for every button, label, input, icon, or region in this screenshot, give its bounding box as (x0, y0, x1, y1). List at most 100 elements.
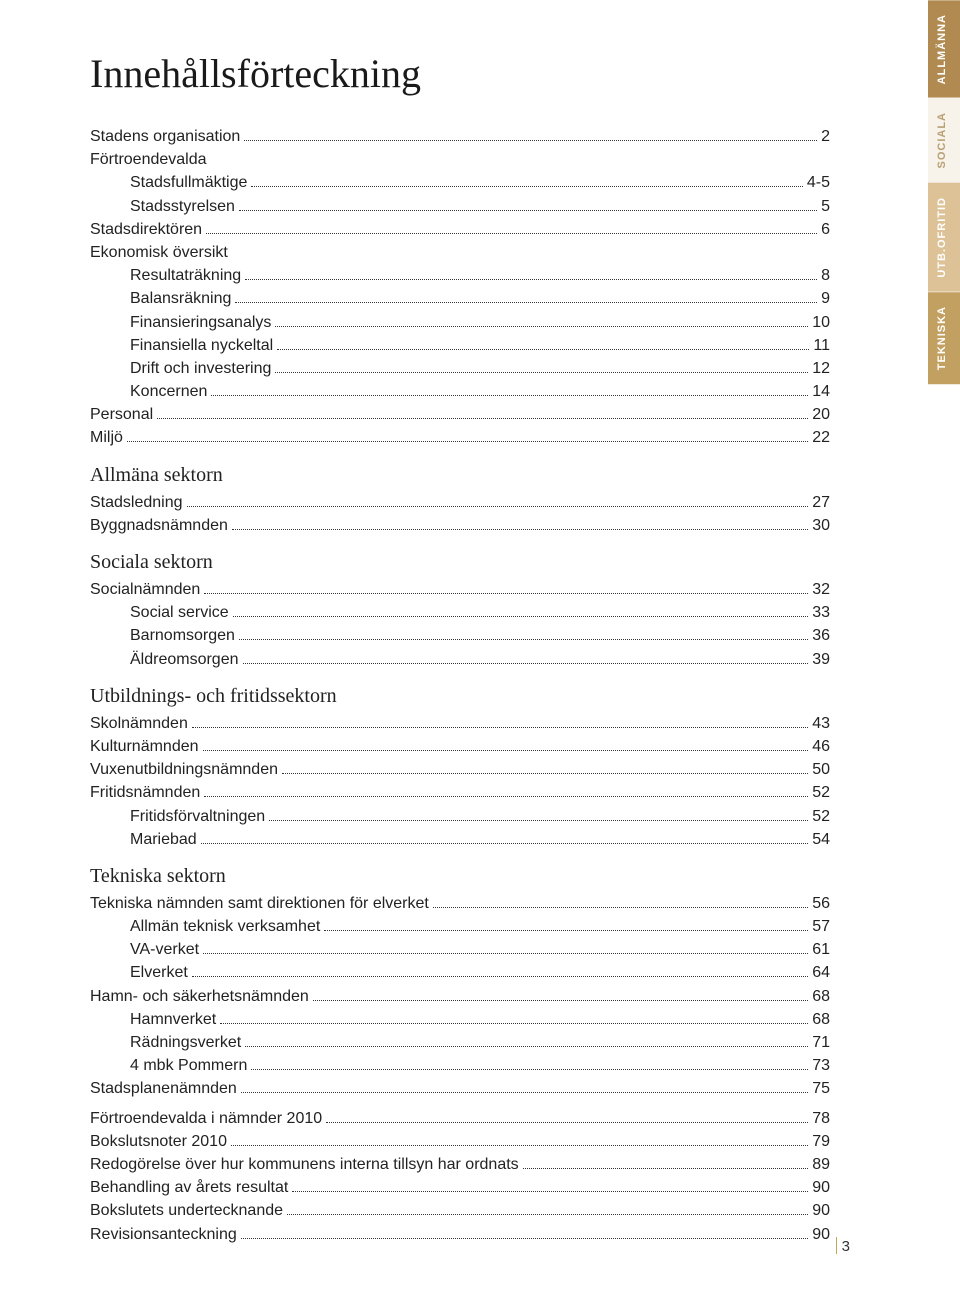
toc-entry-label: Vuxenutbildningsnämnden (90, 758, 278, 781)
toc-entry[interactable]: Personal20 (90, 403, 830, 426)
toc-entry[interactable]: Stadsplanenämnden 75 (90, 1077, 830, 1100)
toc-dot-leader (211, 395, 808, 396)
toc-dot-leader (201, 843, 809, 844)
toc-dot-leader (292, 1191, 808, 1192)
toc-dot-leader (192, 976, 808, 977)
toc-entry-page: 57 (812, 915, 830, 938)
toc-entry[interactable]: Förtroendevalda i nämnder 201078 (90, 1107, 830, 1130)
toc-dot-leader (251, 1069, 808, 1070)
side-tab[interactable]: SOCIALA (928, 98, 960, 183)
toc-entry[interactable]: Vuxenutbildningsnämnden50 (90, 758, 830, 781)
toc-entry-label: Stadsplanenämnden (90, 1077, 237, 1100)
toc-entry[interactable]: Barnomsorgen36 (90, 624, 830, 647)
toc-entry-page: 5 (821, 195, 830, 218)
toc-entry[interactable]: Kulturnämnden 46 (90, 735, 830, 758)
toc-dot-leader (203, 953, 808, 954)
toc-entry[interactable]: Mariebad54 (90, 828, 830, 851)
page-title: Innehållsförteckning (90, 50, 830, 97)
toc-entry[interactable]: Social service 33 (90, 601, 830, 624)
toc-dot-leader (241, 1238, 808, 1239)
toc-entry[interactable]: Resultaträkning 8 (90, 264, 830, 287)
toc-entry[interactable]: Fritidsnämnden52 (90, 781, 830, 804)
toc-entry-label: Koncernen (130, 380, 207, 403)
toc-entry-page: 33 (812, 601, 830, 624)
toc-entry[interactable]: Finansieringsanalys10 (90, 311, 830, 334)
toc-entry[interactable]: Ekonomisk översikt (90, 241, 830, 264)
toc-entry-label: Social service (130, 601, 229, 624)
toc-entry[interactable]: Skolnämnden43 (90, 712, 830, 735)
toc-entry[interactable]: Byggnadsnämnden30 (90, 514, 830, 537)
toc-entry-label: Miljö (90, 426, 123, 449)
toc-entry-page: 75 (812, 1077, 830, 1100)
toc-entry-label: Äldreomsorgen (130, 648, 239, 671)
toc-entry-label: Fritidsförvaltningen (130, 805, 265, 828)
toc-entry[interactable]: Stadsledning27 (90, 491, 830, 514)
side-tab[interactable]: UTB.OFRITID (928, 183, 960, 292)
toc-entry[interactable]: Drift och investering12 (90, 357, 830, 380)
toc-entry[interactable]: Elverket64 (90, 961, 830, 984)
toc-entry-page: 52 (812, 805, 830, 828)
toc-entry-page: 8 (821, 264, 830, 287)
toc-entry-label: Redogörelse över hur kommunens interna t… (90, 1153, 519, 1176)
toc-entry-page: 32 (812, 578, 830, 601)
toc-entry[interactable]: VA-verket61 (90, 938, 830, 961)
toc-entry[interactable]: 4 mbk Pommern73 (90, 1054, 830, 1077)
toc-entry[interactable]: Rädningsverket71 (90, 1031, 830, 1054)
toc-dot-leader (313, 1000, 808, 1001)
toc-section-heading: Utbildnings- och fritidssektorn (90, 685, 830, 708)
toc-entry[interactable]: Miljö22 (90, 426, 830, 449)
page-number: 3 (836, 1237, 850, 1255)
toc-entry-label: Stadsfullmäktige (130, 171, 247, 194)
toc-dot-leader (204, 593, 808, 594)
toc-entry-page: 68 (812, 1008, 830, 1031)
toc-entry[interactable]: Tekniska nämnden samt direktionen för el… (90, 892, 830, 915)
toc-entry[interactable]: Bokslutsnoter 201079 (90, 1130, 830, 1153)
toc-entry[interactable]: Hamnverket68 (90, 1008, 830, 1031)
toc-entry-label: Stadsledning (90, 491, 183, 514)
toc-section-heading: Sociala sektorn (90, 551, 830, 574)
toc-entry[interactable]: Socialnämnden32 (90, 578, 830, 601)
side-tab[interactable]: ALLMÄNNA (928, 0, 960, 98)
toc-dot-leader (326, 1122, 808, 1123)
toc-entry[interactable]: Bokslutets undertecknande90 (90, 1199, 830, 1222)
toc-entry-page: 10 (812, 311, 830, 334)
toc-entry[interactable]: Stadens organisation2 (90, 125, 830, 148)
toc-entry[interactable]: Stadsfullmäktige4-5 (90, 171, 830, 194)
toc-entry-page: 2 (821, 125, 830, 148)
toc-dot-leader (244, 140, 817, 141)
toc-entry-page: 68 (812, 985, 830, 1008)
toc-dot-leader (243, 663, 809, 664)
toc-entry[interactable]: Balansräkning9 (90, 287, 830, 310)
toc-entry-label: Stadsdirektören (90, 218, 202, 241)
toc-dot-leader (239, 210, 817, 211)
document-page: ALLMÄNNASOCIALAUTB.OFRITIDTEKNISKA Inneh… (0, 0, 960, 1289)
toc-entry[interactable]: Stadsdirektören 6 (90, 218, 830, 241)
toc-dot-leader (233, 616, 809, 617)
toc-entry-label: Elverket (130, 961, 188, 984)
side-tab[interactable]: TEKNISKA (928, 292, 960, 384)
toc-entry-label: Hamn- och säkerhetsnämnden (90, 985, 309, 1008)
toc-entry[interactable]: Stadsstyrelsen5 (90, 195, 830, 218)
toc-entry[interactable]: Redogörelse över hur kommunens interna t… (90, 1153, 830, 1176)
side-tabs: ALLMÄNNASOCIALAUTB.OFRITIDTEKNISKA (928, 0, 960, 384)
toc-entry[interactable]: Revisionsanteckning90 (90, 1223, 830, 1246)
toc-entry[interactable]: Fritidsförvaltningen 52 (90, 805, 830, 828)
toc-entry-page: 46 (812, 735, 830, 758)
toc-entry-page: 6 (821, 218, 830, 241)
toc-entry[interactable]: Koncernen14 (90, 380, 830, 403)
toc-entry[interactable]: Förtroendevalda (90, 148, 830, 171)
toc-entry[interactable]: Äldreomsorgen39 (90, 648, 830, 671)
toc-dot-leader (204, 796, 808, 797)
toc-entry[interactable]: Behandling av årets resultat90 (90, 1176, 830, 1199)
toc-dot-leader (324, 930, 808, 931)
toc-dot-leader (275, 372, 808, 373)
toc-entry-page: 90 (812, 1176, 830, 1199)
toc-entry[interactable]: Finansiella nyckeltal11 (90, 334, 830, 357)
toc-entry-label: Kulturnämnden (90, 735, 199, 758)
page-number-bar (836, 1237, 837, 1254)
toc-entry-page: 71 (812, 1031, 830, 1054)
toc-entry[interactable]: Allmän teknisk verksamhet57 (90, 915, 830, 938)
toc-entry[interactable]: Hamn- och säkerhetsnämnden 68 (90, 985, 830, 1008)
toc-entry-label: Resultaträkning (130, 264, 241, 287)
toc-entry-page: 12 (812, 357, 830, 380)
